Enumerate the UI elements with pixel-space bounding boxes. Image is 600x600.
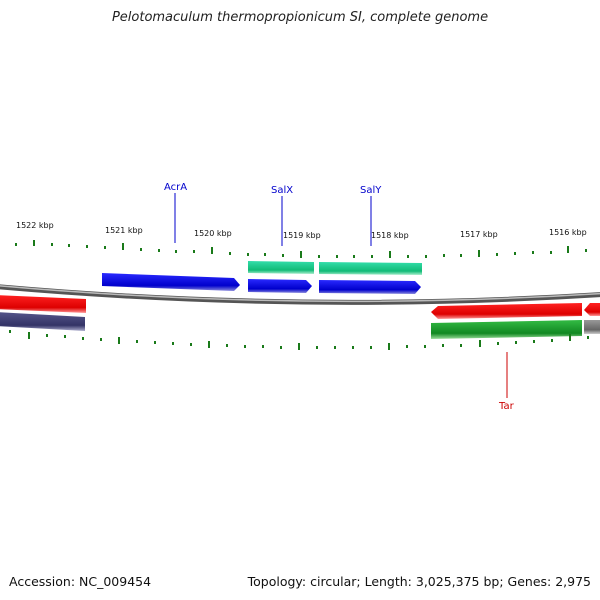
gene-saly[interactable]	[319, 280, 421, 294]
kbp-label-1517: 1517 kbp	[460, 230, 498, 239]
kbp-label-1516: 1516 kbp	[549, 228, 587, 237]
gene-salx[interactable]	[248, 279, 312, 293]
kbp-label-1519: 1519 kbp	[283, 231, 321, 240]
gene-tar[interactable]	[431, 303, 582, 319]
kbp-label-1518: 1518 kbp	[371, 231, 409, 240]
gene-right-gray[interactable]	[584, 320, 600, 334]
gene-salx-teal[interactable]	[248, 261, 314, 274]
gene-label-saly[interactable]: SalY	[360, 185, 382, 196]
gene-label-acra[interactable]: AcrA	[164, 182, 187, 193]
gene-acra[interactable]	[102, 273, 240, 291]
lower-tick-marks	[9, 330, 589, 350]
gene-left-navy[interactable]	[0, 312, 85, 331]
gene-label-tar[interactable]: Tar	[498, 401, 515, 412]
upper-tick-marks	[15, 240, 587, 258]
kbp-label-1521: 1521 kbp	[105, 226, 143, 235]
genome-backbone	[0, 284, 600, 305]
gene-green-lower[interactable]	[431, 320, 582, 339]
kbp-label-1520: 1520 kbp	[194, 229, 232, 238]
accession-text: Accession: NC_009454	[9, 574, 152, 589]
gene-label-salx[interactable]: SalX	[271, 185, 293, 196]
kbp-label-1522: 1522 kbp	[16, 221, 54, 230]
gene-left-red[interactable]	[0, 295, 86, 313]
genome-backbone-highlight	[0, 285, 600, 303]
genome-title: Pelotomaculum thermopropionicum SI, comp…	[111, 10, 489, 25]
gene-callout-lines	[174, 193, 508, 398]
kbp-labels: 1522 kbp 1521 kbp 1520 kbp 1519 kbp 1518…	[16, 221, 587, 240]
gene-saly-teal[interactable]	[319, 262, 422, 275]
gene-right-red[interactable]	[584, 303, 600, 316]
genome-summary-text: Topology: circular; Length: 3,025,375 bp…	[247, 574, 591, 589]
